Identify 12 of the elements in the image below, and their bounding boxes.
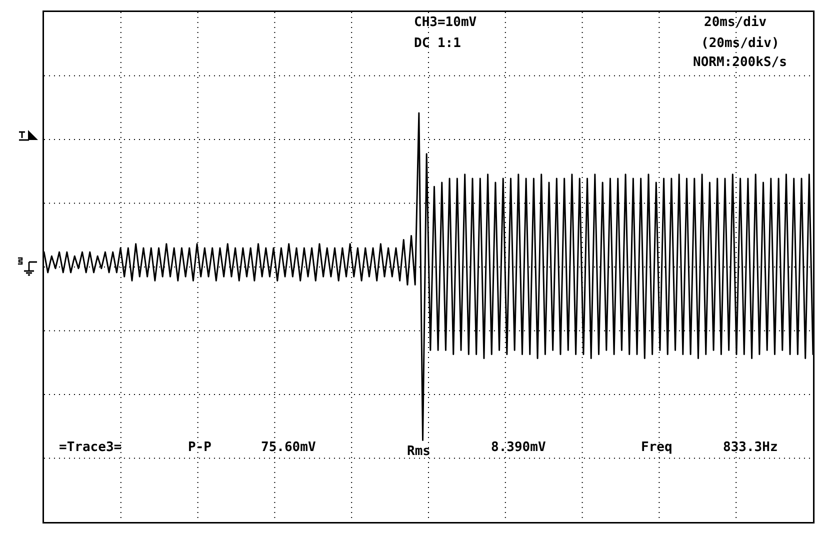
text: NORM:200kS/s [693, 55, 787, 70]
text: DC 1:1 [414, 36, 462, 51]
annotation: P-P [188, 440, 212, 455]
annotation: 75.60mV [261, 440, 316, 455]
annotation: Rms [407, 444, 430, 459]
annotation: 8.390mV [491, 440, 546, 455]
text: (20ms/div) [701, 36, 780, 51]
text: 20ms/div [704, 15, 767, 30]
annotation: =Trace3= [59, 440, 122, 455]
annotation: Freq [641, 440, 672, 455]
text: CH3=10mV [414, 15, 477, 30]
annotation: 833.3Hz [723, 440, 778, 455]
